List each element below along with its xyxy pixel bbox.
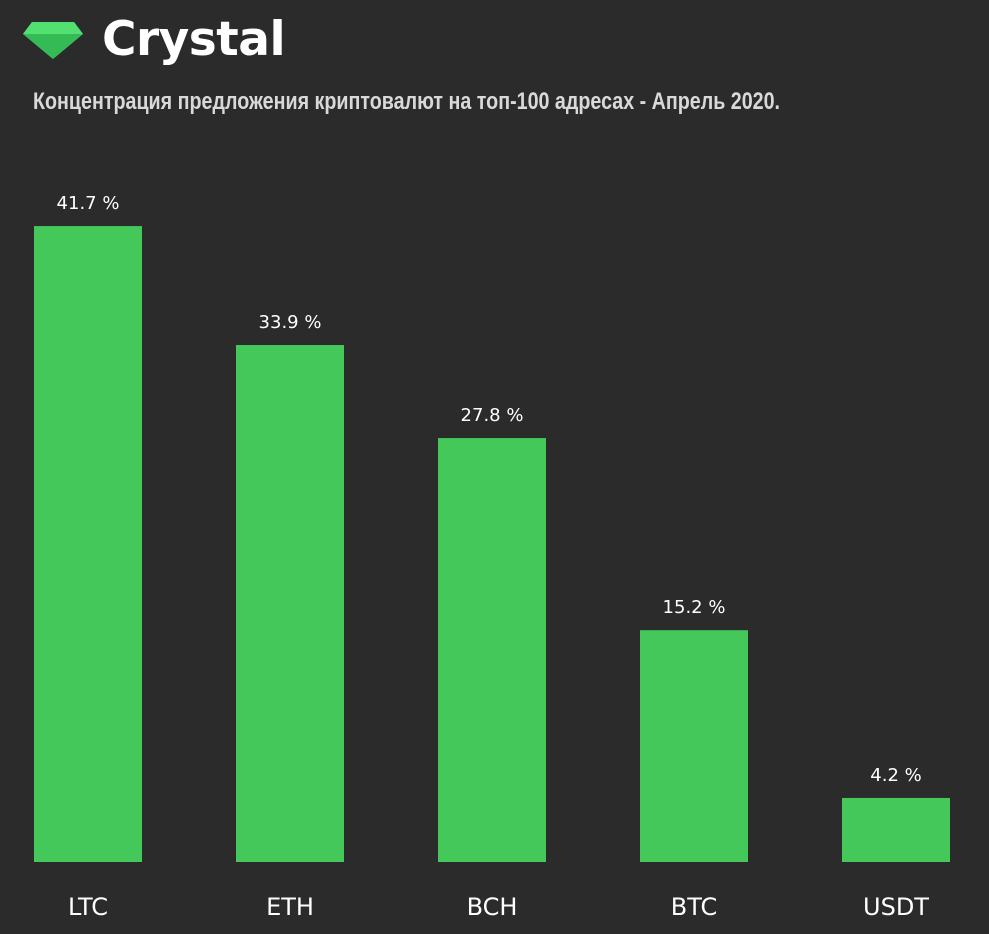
category-label-usdt: USDT [863, 893, 929, 921]
category-label-eth: ETH [266, 893, 314, 921]
gem-icon [23, 22, 83, 59]
value-label-eth: 33.9 % [259, 312, 322, 333]
category-label-ltc: LTC [68, 893, 108, 921]
brand-name: Crystal [102, 12, 286, 67]
category-label-bch: BCH [467, 893, 518, 921]
value-label-bch: 27.8 % [461, 405, 524, 426]
value-label-ltc: 41.7 % [57, 193, 120, 214]
brand-logo: Crystal [22, 10, 286, 70]
chart-title: Концентрация предложения криптовалют на … [33, 88, 781, 115]
bar-eth [236, 345, 344, 862]
bar-bch [438, 438, 546, 862]
bar-ltc [34, 226, 142, 862]
bar-usdt [842, 797, 950, 862]
value-label-usdt: 4.2 % [870, 765, 921, 786]
value-label-btc: 15.2 % [663, 597, 726, 618]
bar-btc [640, 630, 748, 862]
category-label-btc: BTC [671, 893, 717, 921]
